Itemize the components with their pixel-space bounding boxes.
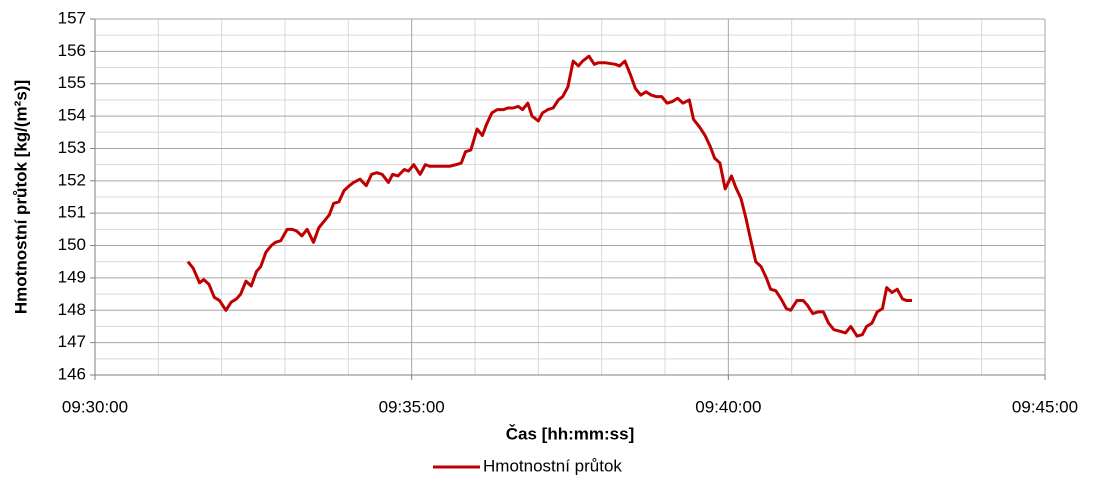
data-line [186,54,912,338]
x-tick-label: 09:45:00 [1012,397,1078,416]
y-tick-label: 154 [58,106,86,125]
y-axis-title: Hmotnostní průtok [kg/(m²s)] [11,80,30,314]
x-tick-label: 09:40:00 [695,397,761,416]
legend-label: Hmotnostní průtok [483,456,622,475]
y-tick-label: 152 [58,170,86,189]
y-tick-label: 150 [58,235,86,254]
y-tick-label: 146 [58,364,86,383]
x-tick-label: 09:35:00 [379,397,445,416]
x-tick-label: 09:30:00 [62,397,128,416]
y-tick-label: 149 [58,267,86,286]
x-axis-title: Čas [hh:mm:ss] [506,424,634,443]
y-tick-label: 153 [58,138,86,157]
y-tick-label: 155 [58,73,86,92]
y-tick-label: 147 [58,332,86,351]
y-tick-label: 148 [58,300,86,319]
y-tick-label: 156 [58,41,86,60]
y-tick-label: 151 [58,203,86,222]
y-tick-label: 157 [58,8,86,27]
